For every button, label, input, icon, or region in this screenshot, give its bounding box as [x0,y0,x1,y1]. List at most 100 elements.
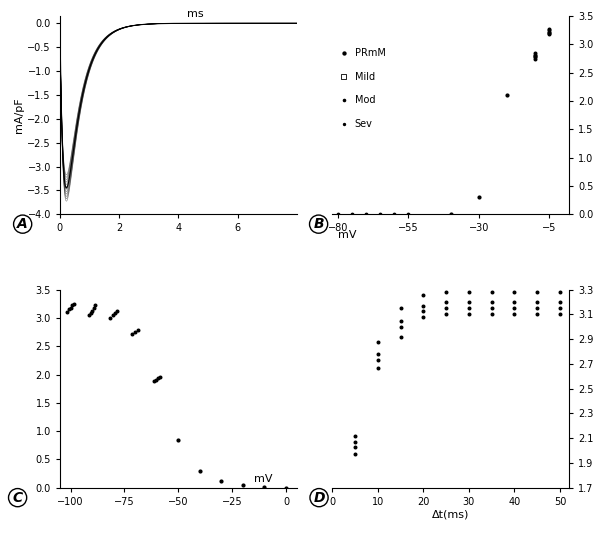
Point [134,326,143,334]
Point [441,297,451,306]
Point [396,323,406,331]
Point [259,483,269,492]
Point [487,288,497,296]
Point [110,309,120,318]
Text: mV: mV [253,474,272,485]
Point [555,288,565,296]
Point [338,96,348,105]
Point [105,314,115,322]
X-axis label: Δt(ms): Δt(ms) [432,510,470,519]
Point [376,210,385,219]
Text: C: C [13,490,23,504]
Text: mV: mV [338,230,356,240]
Point [90,301,100,310]
Point [419,312,428,321]
Point [361,210,371,219]
Point [64,305,74,314]
Point [531,49,540,57]
Text: Mod: Mod [355,95,376,106]
Point [153,374,163,383]
Point [373,356,383,364]
Point [487,297,497,306]
Point [464,297,474,306]
Point [112,307,122,315]
Text: Sev: Sev [355,119,373,129]
Text: A: A [17,217,28,231]
Text: PRmM: PRmM [355,48,386,58]
Text: Mild: Mild [355,72,375,81]
Point [89,303,99,312]
Point [441,288,451,296]
Point [396,304,406,312]
Point [555,304,565,312]
Point [87,307,97,315]
Point [66,303,75,312]
Point [510,304,519,312]
Point [333,210,343,219]
Point [127,330,137,338]
Point [531,50,540,59]
Point [531,54,540,63]
Point [544,29,554,38]
Point [555,310,565,318]
Point [338,49,348,57]
Point [131,327,140,336]
Point [238,481,247,489]
Point [533,297,542,306]
Point [441,310,451,318]
Text: D: D [313,490,325,504]
Point [217,477,226,485]
Point [155,373,165,382]
Text: B: B [313,217,324,231]
Point [441,304,451,312]
Point [419,301,428,310]
Point [544,24,554,33]
Point [464,310,474,318]
Point [68,301,77,310]
Point [419,307,428,315]
Point [510,297,519,306]
Point [404,210,413,219]
Point [544,26,554,34]
Point [510,310,519,318]
Point [510,288,519,296]
Point [350,431,360,440]
Point [487,304,497,312]
Point [446,210,455,219]
Point [531,51,540,60]
Point [350,443,360,451]
Point [281,483,291,492]
Point [533,310,542,318]
Point [195,466,205,475]
Point [174,435,183,444]
Point [373,363,383,372]
Point [396,332,406,341]
Point [396,316,406,325]
Point [338,120,348,129]
Point [544,28,554,36]
Point [464,288,474,296]
Y-axis label: mA/pF: mA/pF [14,98,25,133]
Point [151,376,161,384]
Point [502,91,512,100]
Point [474,193,483,202]
Point [544,30,554,39]
Point [419,290,428,299]
Point [350,450,360,459]
Point [555,297,565,306]
Point [487,310,497,318]
Point [389,210,399,219]
Point [533,304,542,312]
Point [338,72,348,81]
Point [373,349,383,358]
Point [63,308,72,317]
Point [149,377,158,385]
Point [86,309,95,318]
Text: ms: ms [187,10,204,19]
Point [108,311,117,319]
Point [350,437,360,446]
Point [84,311,94,319]
Point [373,337,383,346]
Point [347,210,357,219]
Point [464,304,474,312]
